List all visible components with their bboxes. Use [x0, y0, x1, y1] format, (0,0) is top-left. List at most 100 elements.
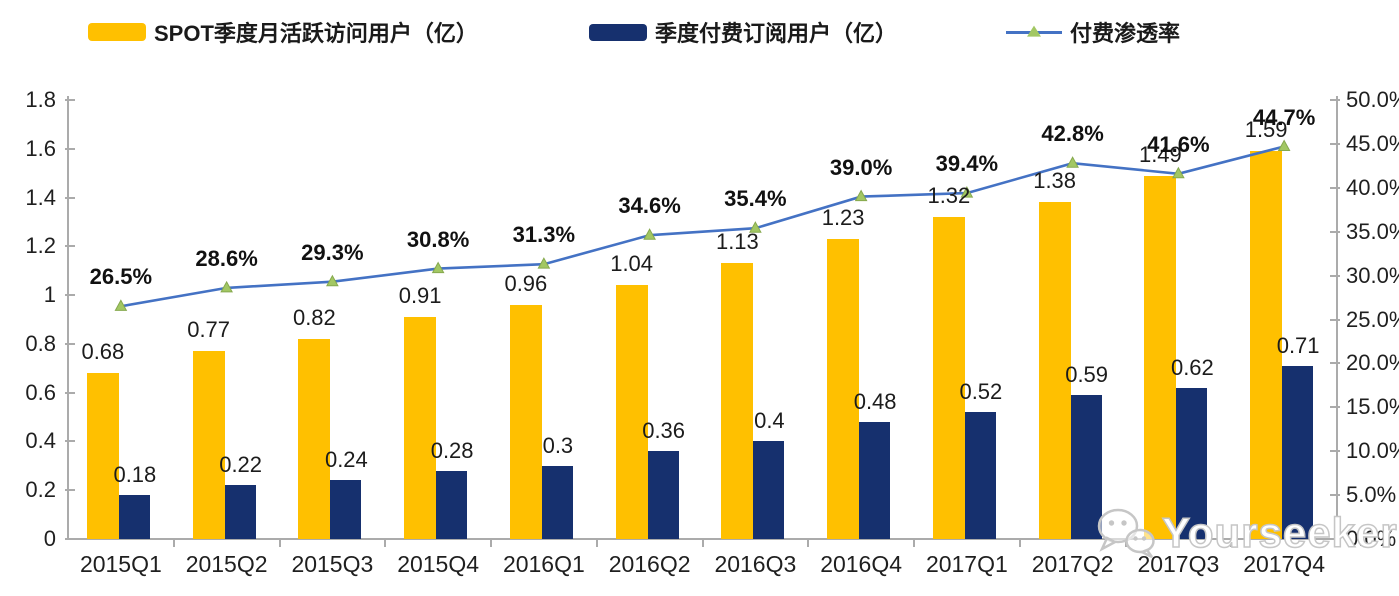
y-tick-left	[65, 538, 75, 540]
triangle-marker-icon	[114, 299, 128, 311]
x-tick	[1018, 539, 1021, 547]
bar-label-mau: 0.82	[292, 305, 336, 330]
triangle-marker-icon	[854, 189, 868, 202]
y-axis-label-left: 0.4	[25, 428, 56, 454]
x-axis-label: 2015Q4	[397, 551, 480, 577]
y-axis-label-left: 1.8	[25, 87, 56, 112]
triangle-marker-icon	[643, 228, 656, 240]
y-axis-label-left: 0.2	[25, 477, 56, 503]
penetration-label: 31.3%	[512, 222, 576, 248]
y-axis-label-right: 0.0%	[1346, 526, 1397, 551]
penetration-label: 39.4%	[935, 151, 999, 177]
penetration-line	[120, 145, 1285, 308]
x-tick	[807, 539, 810, 547]
y-axis-label-left: 1.6	[25, 135, 56, 161]
penetration-label: 29.3%	[301, 239, 364, 265]
bar-mau	[721, 263, 754, 539]
y-axis-label-right: 10.0%	[1346, 438, 1399, 464]
legend-swatch-subscribers	[589, 23, 647, 41]
x-tick	[1230, 539, 1233, 547]
y-tick-left	[65, 245, 75, 248]
bar-mau	[86, 373, 119, 539]
penetration-label: 35.4%	[724, 186, 787, 212]
legend-swatch-penetration-line	[1006, 25, 1062, 37]
y-axis-left	[67, 96, 69, 540]
triangle-marker-icon	[220, 280, 233, 293]
bar-subscribers	[647, 451, 679, 539]
y-axis-right	[1336, 96, 1338, 540]
penetration-label: 28.6%	[195, 245, 258, 271]
y-axis-label-right: 35.0%	[1346, 218, 1399, 244]
bar-subscribers	[753, 441, 785, 539]
bar-mau	[615, 285, 648, 539]
bar-subscribers	[1176, 387, 1208, 539]
y-axis-label-right: 40.0%	[1346, 174, 1399, 200]
bar-label-mau: 1.38	[1033, 168, 1077, 194]
y-axis-label-right: 15.0%	[1346, 394, 1399, 420]
bar-label-mau: 0.91	[398, 283, 442, 309]
y-tick-left	[65, 342, 75, 345]
y-tick-right	[1330, 99, 1340, 101]
bar-label-subscribers: 0.22	[219, 452, 263, 478]
x-axis-label: 2016Q2	[608, 551, 691, 577]
bar-label-mau: 0.77	[187, 317, 231, 343]
y-tick-left	[65, 147, 75, 150]
y-tick-left	[65, 99, 75, 101]
bar-label-subscribers: 0.3	[542, 432, 574, 458]
y-axis-label-right: 30.0%	[1346, 262, 1399, 288]
bar-label-subscribers: 0.28	[430, 437, 474, 463]
triangle-marker-icon	[326, 274, 339, 287]
x-axis-label: 2015Q3	[291, 551, 374, 577]
legend-item-mau: SPOT季度月活跃访问用户（亿）	[88, 16, 478, 48]
bar-subscribers	[859, 421, 891, 539]
x-tick	[490, 539, 492, 547]
wechat-icon	[1097, 508, 1155, 559]
watermark-text: Yourseeker	[1161, 508, 1398, 557]
penetration-label: 34.6%	[618, 193, 681, 219]
bar-label-mau: 1.59	[1244, 117, 1288, 143]
bar-label-subscribers: 0.59	[1065, 362, 1109, 388]
bar-subscribers	[541, 465, 573, 539]
y-tick-left	[65, 391, 75, 394]
x-axis-label: 2016Q1	[502, 551, 585, 577]
bar-label-mau: 0.96	[504, 270, 548, 296]
bar-mau	[932, 217, 965, 539]
legend-label-mau: SPOT季度月活跃访问用户（亿）	[154, 21, 478, 46]
bar-label-subscribers: 0.52	[959, 379, 1003, 405]
penetration-label: 26.5%	[89, 264, 153, 290]
triangle-marker-icon	[1027, 25, 1041, 37]
bar-subscribers	[964, 412, 996, 539]
legend-item-penetration: 付费渗透率	[1006, 16, 1180, 48]
y-tick-right	[1330, 538, 1340, 540]
y-tick-right	[1330, 406, 1340, 409]
watermark: Yourseeker	[1094, 504, 1398, 562]
x-tick	[278, 539, 281, 547]
triangle-marker-icon	[1066, 156, 1079, 168]
legend-swatch-mau	[88, 23, 146, 41]
y-tick-left	[65, 196, 75, 199]
bar-subscribers	[1070, 395, 1102, 539]
y-tick-right	[1330, 230, 1340, 233]
bar-label-subscribers: 0.71	[1276, 332, 1320, 358]
bar-label-mau: 1.32	[927, 183, 971, 209]
x-axis-label: 2015Q1	[79, 551, 162, 577]
penetration-label: 42.8%	[1041, 121, 1104, 147]
triangle-marker-icon	[431, 261, 445, 274]
bar-label-mau: 0.68	[81, 339, 125, 365]
bar-subscribers	[1282, 365, 1314, 539]
y-axis-label-left: 0.6	[25, 379, 56, 405]
bar-label-subscribers: 0.24	[324, 447, 368, 473]
penetration-label: 30.8%	[406, 226, 470, 252]
y-tick-right	[1330, 142, 1340, 145]
bar-mau	[404, 317, 437, 539]
bar-label-mau: 1.23	[821, 205, 865, 231]
x-axis-label: 2017Q2	[1031, 551, 1114, 577]
y-tick-right	[1330, 494, 1340, 497]
x-tick	[172, 539, 175, 547]
bar-mau	[298, 339, 331, 539]
y-tick-left	[65, 440, 75, 443]
legend-label-penetration: 付费渗透率	[1070, 21, 1181, 46]
y-tick-right	[1330, 450, 1340, 453]
y-axis-label-left: 0	[43, 526, 56, 551]
x-axis-label: 2017Q1	[925, 551, 1008, 577]
